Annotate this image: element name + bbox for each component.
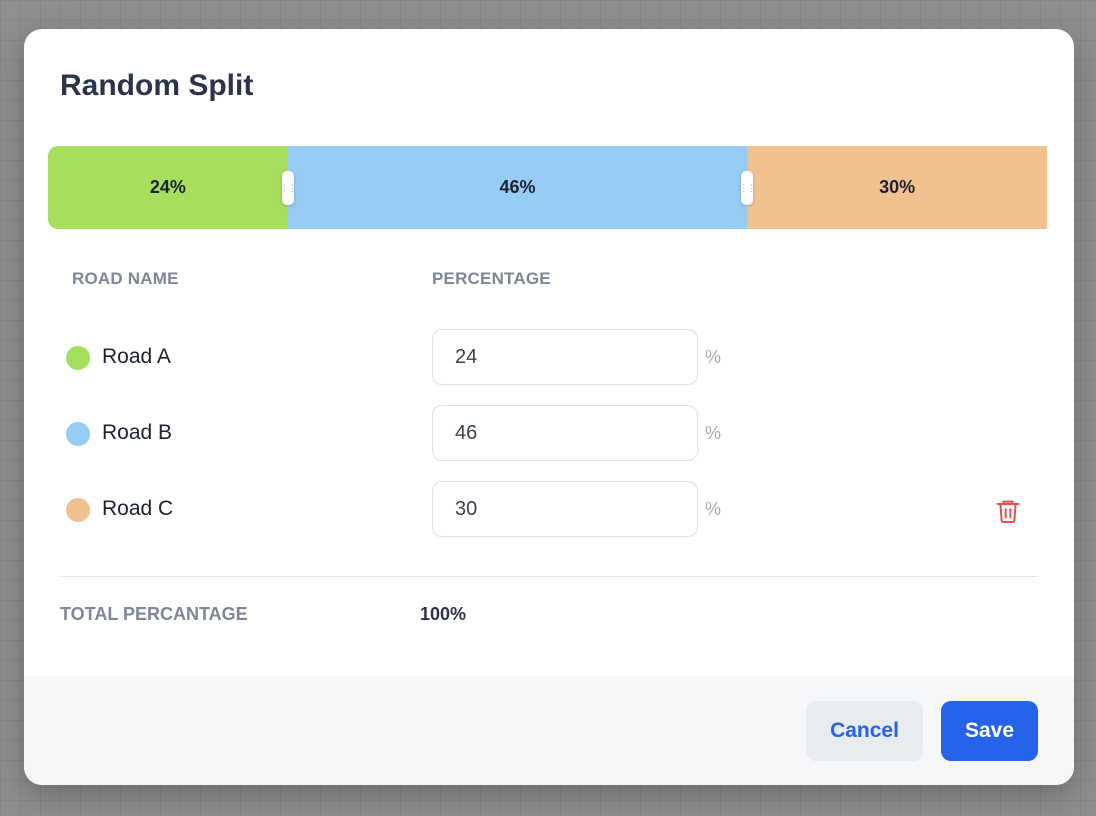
- total-percentage-value: 100%: [420, 604, 467, 624]
- road-row-c: Road C %: [24, 481, 1074, 539]
- road-color-dot: [66, 422, 90, 446]
- percent-sign: %: [705, 499, 722, 519]
- split-bar: 24% 46% 30% ⋮⋮ ⋮⋮: [48, 146, 1047, 229]
- segment-label: 46%: [499, 177, 536, 197]
- percentage-input-road-a[interactable]: [432, 329, 698, 385]
- modal-footer: Cancel Save: [24, 676, 1074, 785]
- road-row-a: Road A %: [24, 329, 1074, 387]
- split-segment-road-a: 24%: [48, 146, 288, 229]
- column-header-road-name: ROAD NAME: [72, 269, 179, 288]
- road-name: Road C: [102, 497, 174, 520]
- percentage-input-road-c[interactable]: [432, 481, 698, 537]
- cancel-button[interactable]: Cancel: [806, 701, 923, 761]
- split-drag-handle[interactable]: ⋮⋮: [280, 171, 297, 205]
- trash-icon[interactable]: [994, 497, 1022, 525]
- column-header-percentage: PERCENTAGE: [432, 269, 551, 288]
- modal-title: Random Split: [60, 69, 254, 102]
- save-button[interactable]: Save: [941, 701, 1038, 761]
- total-percentage-label: TOTAL PERCANTAGE: [60, 604, 248, 624]
- split-drag-handle[interactable]: ⋮⋮: [739, 171, 756, 205]
- road-name: Road B: [102, 421, 173, 444]
- road-color-dot: [66, 346, 90, 370]
- percentage-input-road-b[interactable]: [432, 405, 698, 461]
- road-row-b: Road B %: [24, 405, 1074, 463]
- percent-sign: %: [705, 423, 722, 443]
- road-name: Road A: [102, 345, 171, 368]
- random-split-modal: Random Split 24% 46% 30% ⋮⋮ ⋮⋮ ROAD NAME…: [24, 29, 1074, 785]
- percent-sign: %: [705, 347, 722, 367]
- road-color-dot: [66, 498, 90, 522]
- divider: [60, 576, 1038, 577]
- segment-label: 24%: [149, 177, 186, 197]
- segment-label: 30%: [879, 177, 916, 197]
- split-segment-road-c: 30%: [747, 146, 1047, 229]
- split-segment-road-b: 46%: [287, 146, 748, 229]
